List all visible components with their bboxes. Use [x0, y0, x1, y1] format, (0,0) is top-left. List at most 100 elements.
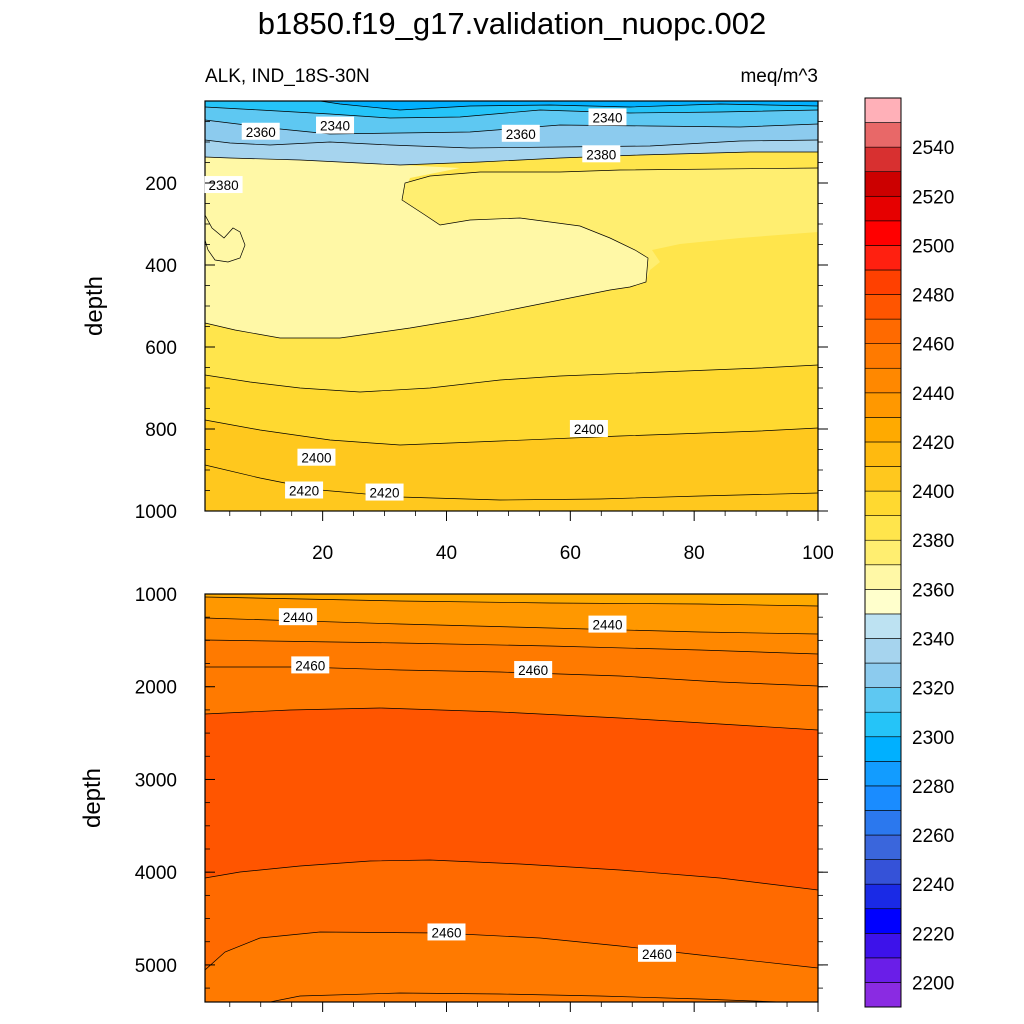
colorbar-swatch: [864, 392, 902, 418]
contour-label: 2440: [278, 608, 317, 626]
colorbar: 2200 2220 2240 2260 2280 2300 2320 2340 2360 2380…: [864, 97, 954, 1008]
colorbar-swatch: [864, 736, 902, 762]
colorbar-swatch: [864, 146, 902, 173]
contour-label-text: 2360: [506, 127, 536, 142]
colorbar-label: 2280: [912, 777, 954, 798]
y-tick-label: 4000: [135, 863, 177, 884]
contour-label-text: 2340: [592, 110, 622, 125]
contour-label-box: [514, 661, 553, 679]
y-tick-label: 5000: [135, 956, 177, 977]
fill-2470: [205, 708, 818, 890]
upper-panel: 2340 2360 2380 2360 2340 2380 2400 2400 2420 2420…: [81, 100, 834, 564]
colorbar-swatch: [864, 883, 902, 910]
colorbar-swatch: [864, 441, 902, 467]
lower-contour-labels: 2440 2440 2460 2460 2460 2460: [278, 608, 677, 962]
fill-2320: [320, 101, 818, 110]
y-tick-label: 800: [145, 420, 177, 441]
x-tick-label: 40: [436, 543, 457, 564]
chart-title: b1850.f19_g17.validation_nuopc.002: [258, 6, 767, 41]
colorbar-label: 2200: [912, 973, 954, 994]
colorbar-label: 2240: [912, 875, 954, 896]
x-tick-label: 60: [560, 543, 581, 564]
contour-label: 2360: [501, 124, 540, 142]
contour-2450a: [205, 639, 818, 655]
colorbar-swatch: [864, 589, 902, 615]
colorbar-swatch: [864, 195, 902, 222]
contour-2370: [205, 139, 818, 149]
colorbar-swatch: [864, 367, 902, 394]
x-tick-label: 80: [684, 543, 705, 564]
upper-y-ticks: 200 400 600 800 1000: [135, 100, 828, 523]
upper-contour-lines: [205, 101, 818, 501]
contour-label: 2400: [297, 448, 336, 466]
y-tick-label: 400: [145, 256, 177, 277]
colorbar-label: 2500: [912, 236, 954, 257]
colorbar-swatch: [864, 245, 902, 271]
contour-label-text: 2440: [283, 610, 313, 625]
contour-label-text: 2360: [246, 125, 276, 140]
colorbar-swatch: [864, 539, 902, 566]
colorbar-swatch: [864, 220, 902, 246]
upper-contour-fill: [205, 101, 818, 511]
fill-2450a: [205, 618, 818, 654]
contour-label: 2420: [285, 481, 324, 499]
colorbar-label: 2220: [912, 924, 954, 945]
contour-label: 2420: [365, 483, 404, 501]
colorbar-swatch: [864, 343, 902, 369]
contour-label-box: [291, 656, 330, 674]
contour-label-box: [638, 944, 677, 962]
fill-2380-tongue: [402, 168, 818, 282]
y-tick-label: 2000: [135, 678, 177, 699]
colorbar-label: 2460: [912, 335, 954, 356]
y-tick-label: 1000: [135, 585, 177, 606]
colorbar-label: 2360: [912, 580, 954, 601]
colorbar-swatch: [864, 687, 902, 713]
colorbar-swatch: [864, 662, 902, 688]
colorbar-swatch: [864, 761, 902, 787]
colorbar-swatch: [864, 97, 902, 123]
lower-y-ticks: 1000 2000 3000 4000 5000: [135, 585, 828, 989]
colorbar-label: 2340: [912, 629, 954, 650]
contour-label: 2460: [638, 944, 677, 962]
contour-label-box: [588, 108, 627, 126]
contour-label-box: [501, 124, 540, 142]
contour-label-box: [582, 145, 621, 163]
contour-2380: [205, 151, 818, 166]
upper-x-ticks: 20 40 60 80 100: [229, 511, 834, 564]
colorbar-swatch: [864, 564, 902, 590]
colorbar-swatch: [864, 638, 902, 664]
colorbar-swatch: [864, 269, 902, 295]
colorbar-label: 2480: [912, 286, 954, 307]
colorbar-swatch: [864, 466, 902, 492]
lower-contour-fill: [205, 594, 818, 1002]
contour-2470a: [205, 707, 818, 731]
contour-label-box: [278, 608, 317, 626]
colorbar-swatch: [864, 711, 902, 738]
contour-2430: [205, 596, 818, 607]
contour-label-box: [241, 122, 280, 140]
colorbar-label: 2380: [912, 531, 954, 552]
contour-label-text: 2380: [209, 178, 239, 193]
fill-2430: [205, 594, 818, 606]
lower-plot-frame: [204, 593, 819, 1003]
fill-2370: [205, 150, 818, 338]
contour-label: 2380: [582, 145, 621, 163]
contour-label-box: [588, 615, 627, 633]
contour-label: 2380: [204, 176, 243, 194]
colorbar-label: 2440: [912, 384, 954, 405]
contour-label-text: 2340: [320, 119, 350, 134]
contour-label: 2360: [241, 122, 280, 140]
contour-label-text: 2440: [592, 618, 622, 633]
colorbar-swatch: [864, 908, 902, 934]
upper-ylabel: depth: [81, 276, 108, 336]
y-tick-label: 3000: [135, 770, 177, 791]
colorbar-label: 2320: [912, 679, 954, 700]
y-tick-label: 600: [145, 338, 177, 359]
colorbar-label: 2400: [912, 482, 954, 503]
colorbar-swatch: [864, 982, 902, 1008]
contour-label-box: [569, 420, 608, 437]
colorbar-swatch: [864, 932, 902, 959]
contour-label-text: 2400: [301, 451, 331, 466]
contour-label-box: [297, 448, 336, 466]
